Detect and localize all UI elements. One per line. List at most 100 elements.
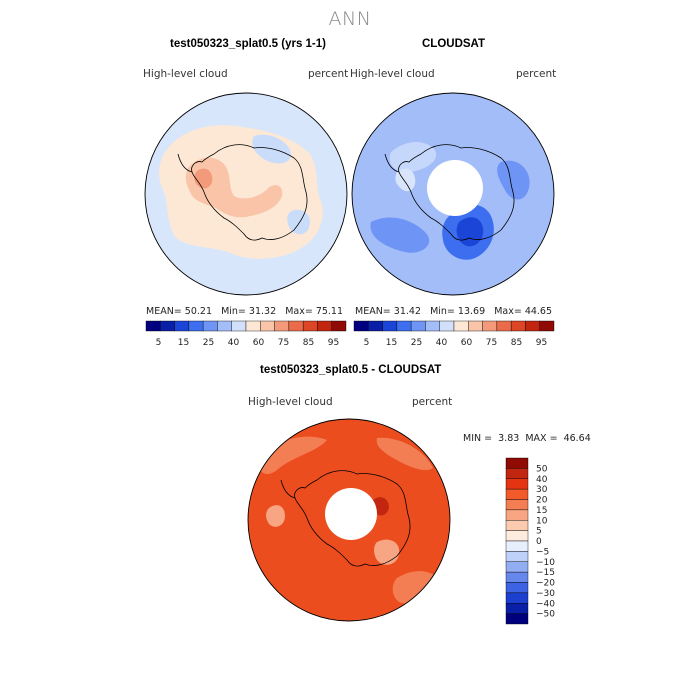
cloudsat-colorbar-swatch: [382, 320, 398, 332]
model-colorbar-swatch: [160, 320, 175, 332]
cloudsat-colorbar-label: 95: [536, 338, 547, 348]
model-min-label: Min=: [221, 306, 246, 317]
cloudsat-colorbar-swatch: [496, 320, 512, 332]
cloudsat-field-patch-mid: [370, 217, 430, 253]
cloudsat-missing-data-hole: [427, 160, 483, 216]
model-colorbar-swatch: [288, 320, 304, 332]
difference-colorbar-label: −20: [536, 579, 555, 589]
model-max-value: 75.11: [315, 306, 344, 317]
panel-model-stats: MEAN= 50.21 Min= 31.32 Max= 75.11: [146, 306, 343, 317]
difference-antarctica-outline: [280, 470, 411, 567]
model-max-label: Max=: [285, 306, 313, 317]
figure-title: ANN: [328, 8, 372, 30]
panel-difference-units: percent: [412, 396, 453, 408]
cloudsat-field-patch-deepest: [456, 217, 484, 247]
cloudsat-mean-value: 31.42: [393, 306, 421, 317]
model-min-value: 31.32: [248, 306, 277, 317]
difference-missing-data-hole: [325, 488, 377, 540]
difference-max-label: MAX =: [525, 433, 558, 444]
model-polar-map: [144, 92, 348, 296]
difference-colorbar-label: −50: [536, 610, 555, 620]
difference-colorbar-label: −15: [536, 568, 555, 578]
cloudsat-colorbar-label: 60: [461, 338, 473, 348]
difference-colorbar-label: −30: [536, 589, 555, 599]
difference-colorbar-swatch: [505, 551, 529, 562]
cloudsat-min-label: Min=: [430, 306, 455, 317]
model-colorbar-label: 75: [278, 338, 289, 348]
cloudsat-max-value: 44.65: [524, 306, 553, 317]
cloudsat-colorbar-label: 15: [386, 338, 397, 348]
difference-colorbar-swatch: [505, 571, 529, 583]
model-colorbar-label: 25: [203, 338, 214, 348]
cloudsat-colorbar-swatch: [368, 320, 383, 332]
model-mean-value: 50.21: [184, 306, 212, 317]
difference-colorbar-label: 0: [536, 537, 542, 547]
panel-difference-variable: High-level cloud: [248, 396, 333, 408]
model-colorbar-swatch: [231, 320, 247, 332]
cloudsat-colorbar-label: 5: [364, 338, 370, 348]
cloudsat-colorbar-swatch: [482, 320, 498, 332]
difference-polar-map: [247, 418, 451, 622]
model-field-patch-warm: [159, 125, 323, 259]
difference-colorbar-label: 15: [536, 506, 547, 516]
difference-colorbar-label: 40: [536, 475, 548, 485]
cloudsat-max-label: Max=: [494, 306, 522, 317]
cloudsat-colorbar-swatch: [353, 320, 369, 332]
cloudsat-colorbar-label: 85: [511, 338, 522, 348]
model-colorbar-swatch: [302, 320, 318, 332]
model-colorbar-swatch: [260, 320, 275, 332]
cloudsat-colorbar-label: 75: [486, 338, 497, 348]
difference-colorbar-swatch: [505, 613, 529, 625]
difference-min-value: 3.83: [498, 433, 520, 444]
model-colorbar-label: 5: [156, 338, 162, 348]
difference-colorbar-swatch: [505, 520, 529, 531]
model-colorbar: 5 15 25 40 60 75 85 95: [145, 320, 347, 348]
panel-cloudsat-variable: High-level cloud: [350, 68, 435, 80]
cloudsat-colorbar-label: 25: [411, 338, 422, 348]
model-colorbar-swatch: [245, 320, 261, 332]
cloudsat-mean-label: MEAN=: [355, 306, 391, 317]
model-colorbar-label: 85: [303, 338, 314, 348]
model-colorbar-label: 40: [228, 338, 240, 348]
panel-difference-stats: MIN = 3.83 MAX = 46.64: [463, 433, 591, 444]
cloudsat-colorbar-swatch: [539, 320, 555, 332]
difference-colorbar-swatch: [505, 478, 529, 490]
difference-colorbar-swatch: [505, 540, 529, 552]
panel-difference-title: test050323_splat0.5 - CLOUDSAT: [260, 364, 442, 376]
difference-colorbar-swatch: [505, 468, 529, 479]
cloudsat-colorbar-swatch: [439, 320, 455, 332]
difference-max-value: 46.64: [563, 433, 591, 444]
cloudsat-colorbar-swatch: [453, 320, 469, 332]
difference-colorbar-label: 5: [536, 527, 542, 537]
panel-cloudsat-stats: MEAN= 31.42 Min= 13.69 Max= 44.65: [355, 306, 552, 317]
difference-colorbar-label: 10: [536, 516, 548, 526]
model-colorbar-swatch: [331, 320, 347, 332]
model-mean-label: MEAN=: [146, 306, 182, 317]
difference-colorbar-swatch: [505, 530, 529, 542]
difference-colorbar-label: 20: [536, 496, 548, 506]
cloudsat-polar-map: [351, 92, 555, 296]
panel-model-variable: High-level cloud: [143, 68, 228, 80]
cloudsat-colorbar-label: 40: [436, 338, 448, 348]
difference-colorbar-swatch: [505, 582, 529, 594]
difference-min-label: MIN =: [463, 433, 493, 444]
model-field-patch-cool-2: [287, 209, 311, 235]
cloudsat-colorbar-swatch: [510, 320, 526, 332]
cloudsat-min-value: 13.69: [457, 306, 486, 317]
cloudsat-colorbar-swatch: [396, 320, 412, 332]
model-colorbar-swatch: [217, 320, 232, 332]
difference-colorbar-swatch: [505, 603, 529, 614]
cloudsat-colorbar-swatch: [410, 320, 426, 332]
model-colorbar-swatch: [317, 320, 332, 332]
cloudsat-field-patch-mid-2: [497, 160, 530, 200]
cloudsat-antarctica-outline: [384, 144, 515, 241]
model-field-patch-cool: [252, 134, 291, 164]
model-colorbar-label: 60: [253, 338, 265, 348]
difference-colorbar-swatch: [505, 592, 529, 604]
difference-colorbar-label: −5: [536, 547, 549, 557]
model-colorbar-swatch: [274, 320, 290, 332]
panel-model-title: test050323_splat0.5 (yrs 1-1): [170, 38, 326, 50]
difference-field-patch-pale: [266, 505, 285, 527]
difference-colorbar-swatch: [505, 457, 529, 469]
